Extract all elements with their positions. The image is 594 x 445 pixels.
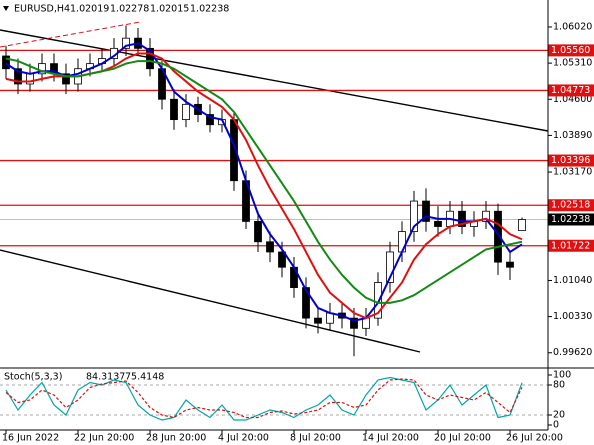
y-tick-label: 1.04600 xyxy=(553,94,592,105)
y-tick-label: 1.00330 xyxy=(553,311,592,322)
candle-body xyxy=(506,261,514,268)
x-tick-label: 16 Jun 2022 xyxy=(2,433,59,444)
candle-body xyxy=(494,210,502,263)
y-tick-label: 1.03170 xyxy=(553,167,592,178)
header-high: 1.02278 xyxy=(110,4,149,15)
candle-body xyxy=(170,98,178,121)
level-label: 1.04773 xyxy=(551,85,590,96)
y-tick-label: 80 xyxy=(553,380,565,391)
candle-body xyxy=(26,73,34,85)
candle-body xyxy=(62,73,70,85)
x-tick-label: 4 Jul 20:00 xyxy=(218,433,269,444)
candle-body xyxy=(206,114,214,126)
candle-body xyxy=(458,210,466,227)
series-line xyxy=(5,57,523,304)
series-line xyxy=(5,378,523,419)
level-label: 1.05560 xyxy=(551,45,590,56)
candle-body xyxy=(434,221,442,227)
x-tick-label: 26 Jul 20:00 xyxy=(506,433,563,444)
y-tick-label: 1.03890 xyxy=(553,130,592,141)
y-tick-label: 100 xyxy=(553,370,571,381)
candle-body xyxy=(254,221,262,243)
y-tick-label: 1.05310 xyxy=(553,58,592,69)
x-tick-label: 8 Jul 20:00 xyxy=(290,433,341,444)
header-open: 1.02019 xyxy=(70,4,109,15)
channel-lower xyxy=(0,249,421,353)
candle-body xyxy=(302,287,310,319)
series-line xyxy=(5,376,523,421)
y-tick-label: 0.99620 xyxy=(553,347,592,358)
stoch-title: Stoch(5,3,3) xyxy=(4,372,62,383)
current-price-box xyxy=(548,213,594,226)
level-label: 1.03396 xyxy=(551,155,590,166)
level-label-box xyxy=(548,199,594,212)
level-label-box xyxy=(548,239,594,252)
candle-body xyxy=(422,200,430,222)
candle-body xyxy=(278,251,286,268)
y-tick-label: 1.01040 xyxy=(553,275,592,286)
y-tick-label: 0 xyxy=(553,420,559,431)
candle-body xyxy=(14,68,22,85)
header-symbol: EURUSD,H4 xyxy=(14,4,70,15)
candle-body xyxy=(2,55,10,70)
header-close: 1.02238 xyxy=(190,4,229,15)
x-tick-label: 20 Jul 20:00 xyxy=(434,433,491,444)
level-label: 1.01722 xyxy=(551,240,590,251)
candle-body xyxy=(518,219,526,232)
candle-body xyxy=(182,103,190,121)
candle-body xyxy=(386,251,394,283)
candle-body xyxy=(122,37,130,49)
stoch-signal-value: 75.4148 xyxy=(125,372,164,383)
stoch-main-value: 84.3137 xyxy=(86,372,125,383)
y-tick-label: 1.06020 xyxy=(553,21,592,32)
candle-body xyxy=(410,200,418,233)
x-tick-label: 28 Jun 20:00 xyxy=(146,433,206,444)
candle-body xyxy=(314,317,322,324)
x-tick-label: 14 Jul 20:00 xyxy=(362,433,419,444)
candle-body xyxy=(266,241,274,253)
menu-icon[interactable] xyxy=(3,6,9,11)
level-label-box xyxy=(548,84,594,97)
level-label: 1.02518 xyxy=(551,200,590,211)
current-price-label: 1.02238 xyxy=(551,214,590,225)
level-label-box xyxy=(548,154,594,167)
x-tick-label: 22 Jun 20:00 xyxy=(74,433,134,444)
series-line xyxy=(5,42,523,322)
level-label-box xyxy=(548,44,594,57)
channel-upper xyxy=(0,29,549,132)
candle-body xyxy=(146,47,154,70)
y-tick-label: 20 xyxy=(553,410,565,421)
header-low: 1.02015 xyxy=(150,4,189,15)
candle-body xyxy=(482,210,490,222)
candle-body xyxy=(350,317,358,329)
